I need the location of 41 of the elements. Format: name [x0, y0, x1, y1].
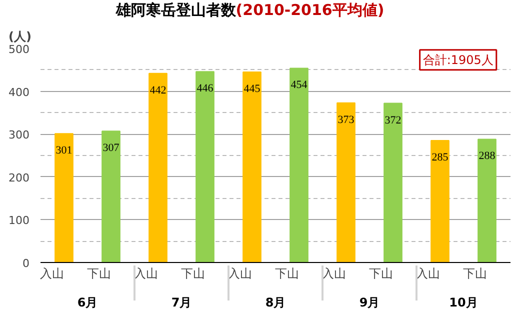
bar	[148, 72, 168, 262]
bar	[290, 68, 308, 262]
text: 下山	[463, 266, 487, 280]
data-label: 373	[338, 114, 355, 126]
data-label: 442	[150, 84, 166, 96]
data-label: 301	[56, 144, 72, 157]
data-label: 288	[478, 150, 496, 162]
x-tick-label: 8月	[265, 296, 286, 310]
series-label: 下山	[87, 266, 111, 280]
y-tick-label: 500	[8, 43, 30, 56]
bar	[102, 130, 120, 262]
x-tick-label: 9月	[359, 296, 380, 310]
x-tick-label: 7月	[171, 296, 192, 310]
y-tick-label: 300	[8, 128, 30, 142]
data-label: 454	[290, 79, 308, 92]
y-tick-label: 200	[8, 171, 30, 184]
text: 下山	[181, 266, 205, 280]
y-tick-label: 0	[22, 257, 30, 270]
bar	[336, 102, 356, 262]
bar	[242, 72, 262, 262]
y-tick-label: 400	[8, 86, 30, 99]
series-label: 入山	[40, 266, 64, 280]
bar	[54, 133, 74, 262]
data-label: 446	[196, 82, 214, 95]
annotation: 合計:1905人	[422, 52, 494, 67]
x-tick-label: 6月	[77, 296, 98, 310]
y-tick-label: 100	[8, 214, 30, 228]
bar	[478, 138, 496, 262]
text: 下山	[275, 266, 299, 280]
data-label: 285	[432, 152, 449, 164]
y-axis-title: (人)	[8, 30, 32, 44]
data-label: 372	[384, 114, 402, 126]
bar	[384, 102, 402, 262]
chart-subtitle: (2010-2016平均値)	[236, 1, 384, 19]
x-tick-label: 10月	[449, 296, 478, 310]
bar	[430, 140, 450, 262]
text: 下山	[369, 266, 393, 280]
bar	[196, 71, 214, 262]
data-label: 307	[102, 142, 120, 154]
data-label: 445	[244, 83, 261, 96]
chart-title: 雄阿寒岳登山者数	[116, 1, 236, 19]
